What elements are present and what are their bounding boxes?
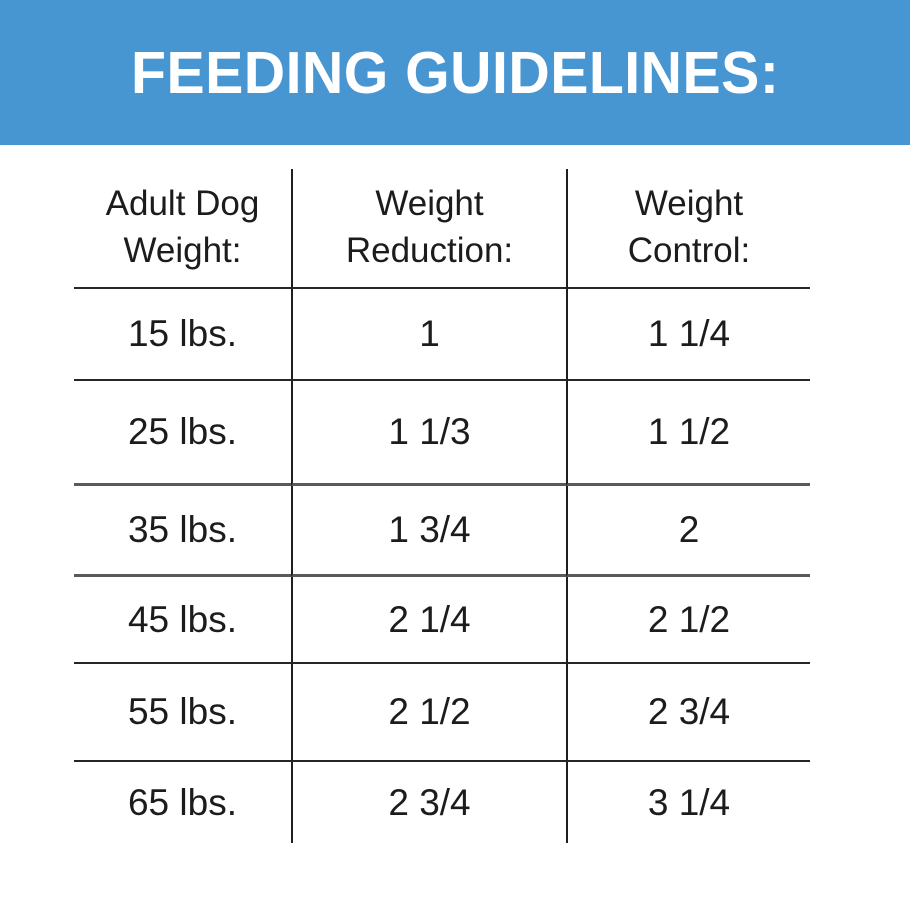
- cell-reduction-55lbs: 2 1/2: [291, 664, 566, 762]
- cell-weight-65lbs: 65 lbs.: [127, 781, 237, 823]
- header-line: Reduction:: [345, 231, 514, 270]
- cell-reduction-15lbs: 1: [291, 289, 566, 381]
- cell-weight-35lbs: 35 lbs.: [74, 486, 291, 577]
- header-line: Control:: [627, 231, 751, 270]
- column-header-text: Adult Dog Weight:: [106, 181, 260, 275]
- column-header-text: Weight Reduction:: [346, 181, 513, 275]
- column-header-text: Weight Control:: [628, 181, 751, 275]
- feeding-guidelines-banner: FEEDING GUIDELINES:: [0, 0, 910, 145]
- cell-reduction-35lbs: 1 3/4: [291, 486, 566, 577]
- feeding-table: Adult Dog Weight: Weight Reduction: Weig…: [74, 169, 810, 843]
- cell-weight-15lbs: 15 lbs.: [74, 289, 291, 381]
- column-header-weight-reduction: Weight Reduction:: [291, 169, 566, 289]
- cell-weight-25lbs: 25 lbs.: [74, 381, 291, 486]
- cell-control-15lbs: 1 1/4: [566, 289, 810, 381]
- cell-control-35lbs: 2: [566, 486, 810, 577]
- cell-control-55lbs: 2 3/4: [566, 664, 810, 762]
- header-line: Weight: [634, 184, 744, 224]
- cell-reduction-25lbs: 1 1/3: [291, 381, 566, 486]
- cell-control-65lbs: 3 1/4: [566, 762, 810, 843]
- cell-control-25lbs: 1 1/2: [566, 381, 810, 486]
- cell-reduction-45lbs: 2 1/4: [291, 577, 566, 664]
- column-header-weight-control: Weight Control:: [566, 169, 810, 289]
- header-line: Weight:: [123, 231, 242, 270]
- column-header-adult-dog-weight: Adult Dog Weight:: [74, 169, 291, 289]
- page-title: FEEDING GUIDELINES:: [130, 39, 780, 106]
- cell-weight-45lbs: 45 lbs.: [74, 577, 291, 664]
- cell-reduction-65lbs: 2 3/4: [291, 762, 566, 843]
- cell-weight-55lbs: 55 lbs.: [74, 664, 291, 762]
- cell-control-45lbs: 2 1/2: [566, 577, 810, 664]
- header-line: Weight: [375, 184, 484, 224]
- header-line: Adult Dog: [105, 184, 260, 224]
